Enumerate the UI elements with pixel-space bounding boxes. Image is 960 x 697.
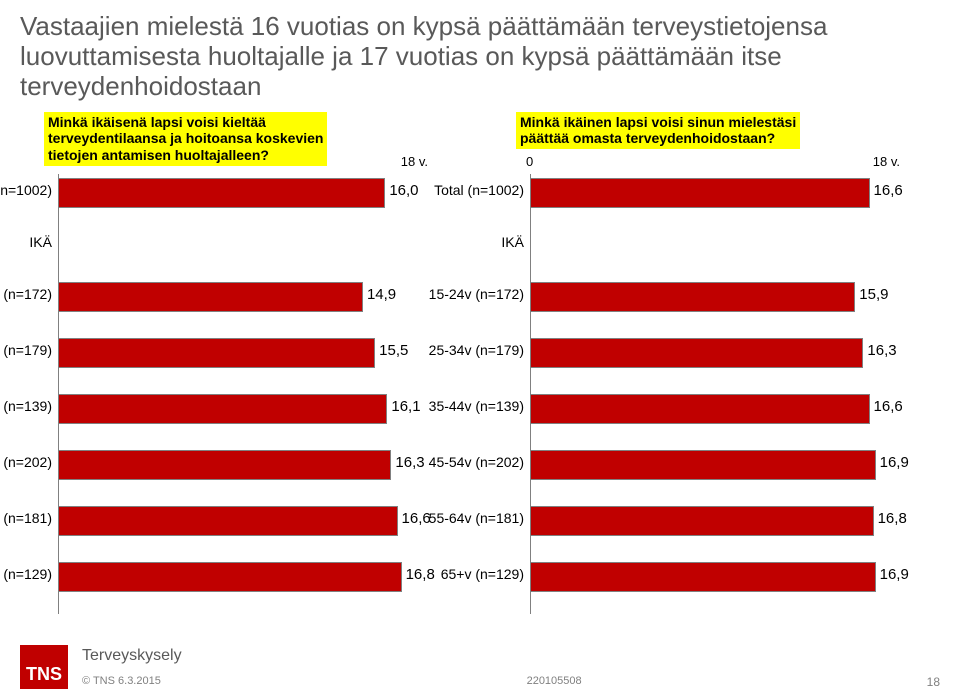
value-label: 16,3 — [867, 342, 896, 359]
axis-tick-0: 0 — [526, 154, 533, 169]
footer-left: TNS Terveyskysely © TNS 6.3.2015 — [20, 645, 182, 689]
value-label: 15,5 — [379, 342, 408, 359]
value-label: 15,9 — [859, 286, 888, 303]
bar — [530, 282, 855, 312]
bars-area-right: Total (n=1002)16,6 IKÄ 15-24v (n=172)15,9 2… — [530, 174, 896, 614]
bars-area-left: Total (n=1002)16,0 IKÄ 15-24v (n=172)14,9 2… — [58, 174, 424, 614]
value-label: 16,6 — [874, 182, 903, 199]
category-label: 65+v (n=129) — [0, 566, 52, 582]
chart-row: 55-64v (n=181)16,6 — [58, 502, 424, 538]
category-label: 35-44v (n=139) — [429, 398, 524, 414]
bar — [58, 282, 363, 312]
chart-row: Total (n=1002)16,6 — [530, 174, 896, 210]
chart-row: 45-54v (n=202)16,9 — [530, 446, 896, 482]
footer-subtitle: Terveyskysely — [82, 645, 182, 667]
bar — [58, 562, 402, 592]
category-label: 25-34v (n=179) — [0, 342, 52, 358]
category-label: 65+v (n=129) — [441, 566, 524, 582]
chart-plot: 0 18 v. Total (n=1002)16,6IKÄ15-24v (n=1… — [492, 174, 940, 614]
charts-row: Minkä ikäisenä lapsi voisi kieltää terve… — [20, 112, 940, 614]
bar — [530, 178, 870, 208]
value-label: 16,1 — [391, 398, 420, 415]
bar — [530, 506, 874, 536]
footer-jobnum: 220105508 — [527, 674, 582, 689]
axis-y-line — [530, 174, 531, 614]
chart-row: 15-24v (n=172)14,9 — [58, 278, 424, 314]
category-label: 55-64v (n=181) — [429, 510, 524, 526]
chart-left: Minkä ikäisenä lapsi voisi kieltää terve… — [20, 112, 468, 614]
bar — [58, 450, 391, 480]
chart-row: IKÄ — [530, 226, 896, 262]
value-label: 16,6 — [402, 510, 431, 527]
value-label: 16,6 — [874, 398, 903, 415]
page-number: 18 — [927, 675, 940, 689]
chart-row: 65+v (n=129)16,9 — [530, 558, 896, 594]
value-label: 16,9 — [880, 566, 909, 583]
chart-row: 35-44v (n=139)16,6 — [530, 390, 896, 426]
footer-text: Terveyskysely © TNS 6.3.2015 — [82, 645, 182, 689]
chart-row: 45-54v (n=202)16,3 — [58, 446, 424, 482]
category-label: 55-64v (n=181) — [0, 510, 52, 526]
chart-question-highlight: Minkä ikäisenä lapsi voisi kieltää terve… — [44, 112, 327, 166]
chart-right: Minkä ikäinen lapsi voisi sinun mielestä… — [492, 112, 940, 614]
category-label: 35-44v (n=139) — [0, 398, 52, 414]
slide: Vastaajien mielestä 16 vuotias on kypsä … — [0, 0, 960, 697]
category-label: 15-24v (n=172) — [429, 286, 524, 302]
footer-copyright: © TNS 6.3.2015 — [82, 674, 182, 689]
category-label: IKÄ — [29, 234, 52, 250]
axis-y-line — [58, 174, 59, 614]
category-label: 25-34v (n=179) — [429, 342, 524, 358]
value-label: 16,8 — [406, 566, 435, 583]
chart-row: IKÄ — [58, 226, 424, 262]
bar — [58, 394, 387, 424]
chart-row: 15-24v (n=172)15,9 — [530, 278, 896, 314]
category-label: Total (n=1002) — [434, 182, 524, 198]
bar — [58, 338, 375, 368]
category-label: 15-24v (n=172) — [0, 286, 52, 302]
axis-tick-18: 18 v. — [401, 154, 428, 169]
bar — [530, 394, 870, 424]
chart-row: 25-34v (n=179)16,3 — [530, 334, 896, 370]
axis-tick-18: 18 v. — [873, 154, 900, 169]
bar — [58, 178, 385, 208]
chart-row: 25-34v (n=179)15,5 — [58, 334, 424, 370]
footer: TNS Terveyskysely © TNS 6.3.2015 2201055… — [20, 645, 940, 689]
value-label: 16,3 — [395, 454, 424, 471]
bar — [530, 450, 876, 480]
bar — [58, 506, 398, 536]
value-label: 16,0 — [389, 182, 418, 199]
value-label: 16,9 — [880, 454, 909, 471]
category-label: 45-54v (n=202) — [429, 454, 524, 470]
chart-row: Total (n=1002)16,0 — [58, 174, 424, 210]
chart-question-highlight: Minkä ikäinen lapsi voisi sinun mielestä… — [516, 112, 800, 150]
value-label: 14,9 — [367, 286, 396, 303]
category-label: 45-54v (n=202) — [0, 454, 52, 470]
page-title: Vastaajien mielestä 16 vuotias on kypsä … — [20, 12, 940, 102]
chart-plot: 0 18 v. Total (n=1002)16,0IKÄ15-24v (n=1… — [20, 174, 468, 614]
bar — [530, 562, 876, 592]
chart-row: 35-44v (n=139)16,1 — [58, 390, 424, 426]
chart-row: 65+v (n=129)16,8 — [58, 558, 424, 594]
category-label: IKÄ — [501, 234, 524, 250]
brand-logo: TNS — [20, 645, 68, 689]
chart-row: 55-64v (n=181)16,8 — [530, 502, 896, 538]
value-label: 16,8 — [878, 510, 907, 527]
bar — [530, 338, 863, 368]
category-label: Total (n=1002) — [0, 182, 52, 198]
